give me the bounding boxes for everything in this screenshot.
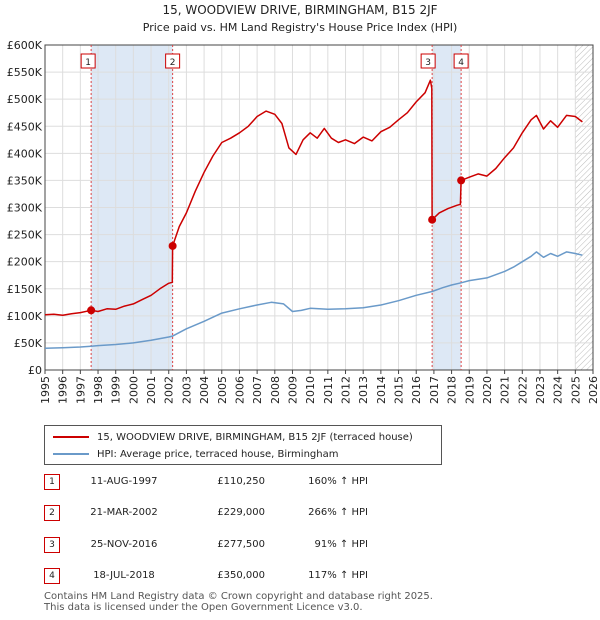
sale-date: 11-AUG-1997 (90, 476, 158, 487)
sale-point (428, 215, 437, 224)
x-tick-label: 2009 (286, 376, 299, 404)
sale-number-badge: 3 (44, 537, 60, 553)
x-tick-label: 2017 (428, 376, 441, 404)
y-tick-label: £250K (7, 229, 43, 242)
x-tick-label: 2018 (446, 376, 459, 404)
y-tick-label: £200K (7, 256, 43, 269)
sale-hpi-change: 160% ↑ HPI (308, 476, 368, 487)
chart-legend: 15, WOODVIEW DRIVE, BIRMINGHAM, B15 2JF … (44, 425, 442, 465)
x-tick-label: 2006 (233, 376, 246, 404)
y-tick-label: £50K (14, 337, 43, 350)
sale-price: £110,250 (217, 476, 265, 487)
sale-date: 18-JUL-2018 (93, 570, 155, 581)
sale-hpi-change: 91% ↑ HPI (314, 539, 368, 550)
sale-number-badge: 2 (44, 505, 60, 521)
x-tick-label: 1999 (110, 376, 123, 404)
sale-point (87, 306, 96, 315)
legend-swatch-hpi (53, 453, 89, 455)
x-tick-label: 2021 (499, 376, 512, 404)
x-tick-label: 2012 (340, 376, 353, 404)
sale-point (168, 241, 177, 250)
x-tick-label: 1998 (92, 376, 105, 404)
legend-label-hpi: HPI: Average price, terraced house, Birm… (97, 448, 339, 460)
footer-licence: This data is licensed under the Open Gov… (44, 602, 363, 613)
series-line-property (44, 79, 583, 317)
sale-marker-label: 2 (170, 58, 176, 68)
sale-hpi-change: 266% ↑ HPI (308, 507, 368, 518)
legend-item-property: 15, WOODVIEW DRIVE, BIRMINGHAM, B15 2JF … (53, 430, 413, 444)
sale-point (457, 176, 466, 185)
chart-title: 15, WOODVIEW DRIVE, BIRMINGHAM, B15 2JF (162, 3, 437, 17)
x-tick-label: 2001 (145, 376, 158, 404)
x-tick-label: 2014 (375, 376, 388, 404)
x-tick-label: 2022 (516, 376, 529, 404)
plot-border (44, 44, 594, 371)
table-row: 2 21-MAR-2002 £229,000 266% ↑ HPI (44, 505, 444, 523)
x-tick-label: 2007 (251, 376, 264, 404)
x-tick-label: 1995 (39, 376, 52, 404)
price-chart: 15, WOODVIEW DRIVE, BIRMINGHAM, B15 2JF P… (7, 3, 600, 404)
y-tick-label: £450K (7, 120, 43, 133)
x-tick-label: 2016 (410, 376, 423, 404)
y-tick-label: £400K (7, 147, 43, 160)
sale-marker-box (80, 53, 96, 69)
x-tick-label: 2013 (357, 376, 370, 404)
sale-price: £277,500 (217, 539, 265, 550)
sale-date: 21-MAR-2002 (90, 507, 158, 518)
x-tick-label: 2020 (481, 376, 494, 404)
y-tick-label: £350K (7, 174, 43, 187)
sale-hpi-change: 117% ↑ HPI (308, 570, 368, 581)
chart-subtitle: Price paid vs. HM Land Registry's House … (143, 21, 458, 34)
legend-label-property: 15, WOODVIEW DRIVE, BIRMINGHAM, B15 2JF … (97, 431, 413, 443)
y-tick-label: £300K (7, 202, 43, 215)
x-tick-label: 2026 (587, 376, 600, 404)
x-tick-label: 2010 (304, 376, 317, 404)
x-tick-label: 2000 (127, 376, 140, 404)
x-tick-label: 2024 (552, 376, 565, 404)
sale-marker-box (453, 53, 469, 69)
x-tick-label: 2025 (569, 376, 582, 404)
table-row: 4 18-JUL-2018 £350,000 117% ↑ HPI (44, 568, 444, 586)
sale-marker-box (165, 53, 181, 69)
legend-swatch-property (53, 436, 89, 438)
sale-price: £350,000 (217, 570, 265, 581)
x-tick-label: 2003 (180, 376, 193, 404)
y-tick-label: £600K (7, 39, 43, 52)
sale-number-badge: 4 (44, 568, 60, 584)
x-tick-label: 2008 (269, 376, 282, 404)
sale-marker-label: 4 (458, 58, 464, 68)
y-tick-label: £500K (7, 93, 43, 106)
x-tick-label: 1997 (74, 376, 87, 404)
y-tick-label: £0 (28, 364, 42, 377)
x-tick-label: 2011 (322, 376, 335, 404)
x-tick-label: 2019 (463, 376, 476, 404)
x-tick-label: 2015 (393, 376, 406, 404)
y-tick-label: £550K (7, 66, 43, 79)
sale-marker-label: 1 (85, 58, 91, 68)
x-tick-label: 2002 (163, 376, 176, 404)
table-row: 3 25-NOV-2016 £277,500 91% ↑ HPI (44, 537, 444, 555)
series-line-hpi (44, 251, 583, 350)
x-tick-label: 2004 (198, 376, 211, 404)
footer: Contains HM Land Registry data © Crown c… (44, 591, 433, 613)
footer-copyright: Contains HM Land Registry data © Crown c… (44, 591, 433, 602)
x-tick-label: 1996 (57, 376, 70, 404)
x-tick-label: 2023 (534, 376, 547, 404)
sale-marker-label: 3 (425, 58, 431, 68)
table-row: 1 11-AUG-1997 £110,250 160% ↑ HPI (44, 474, 444, 492)
sale-marker-box (420, 53, 436, 69)
sale-price: £229,000 (217, 507, 265, 518)
y-tick-label: £150K (7, 283, 43, 296)
sale-date: 25-NOV-2016 (90, 539, 158, 550)
y-tick-label: £100K (7, 310, 43, 323)
x-tick-label: 2005 (216, 376, 229, 404)
sale-number-badge: 1 (44, 474, 60, 490)
legend-item-hpi: HPI: Average price, terraced house, Birm… (53, 447, 338, 461)
